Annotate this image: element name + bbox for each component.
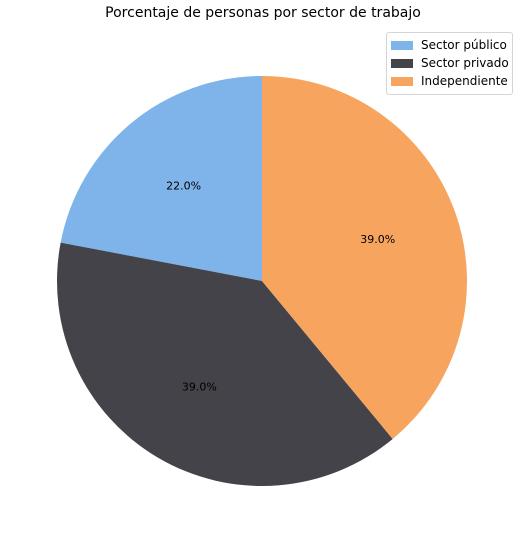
legend-swatch-sector-privado — [391, 58, 413, 68]
legend-item-sector-privado: Sector privado — [387, 54, 512, 72]
slice-label-sector-publico: 22.0% — [166, 180, 201, 193]
legend-label-sector-publico: Sector público — [421, 38, 507, 52]
pie-slices — [57, 76, 467, 487]
pie-slice-sector-publico — [60, 76, 262, 281]
legend: Sector público Sector privado Independie… — [386, 32, 513, 95]
legend-swatch-sector-publico — [391, 40, 413, 50]
legend-swatch-independiente — [391, 76, 413, 86]
legend-label-sector-privado: Sector privado — [421, 56, 509, 70]
pie-slice-sector-privado — [57, 242, 393, 487]
legend-item-sector-publico: Sector público — [387, 36, 512, 54]
chart-title: Porcentaje de personas por sector de tra… — [105, 5, 421, 21]
pie-slice-labels: 22.0% 39.0% 39.0% — [166, 180, 395, 394]
legend-item-independiente: Independiente — [387, 72, 512, 90]
slice-label-sector-privado: 39.0% — [182, 380, 217, 393]
legend-label-independiente: Independiente — [421, 74, 508, 88]
pie-slice-independiente — [262, 76, 467, 439]
slice-label-independiente: 39.0% — [360, 233, 395, 246]
